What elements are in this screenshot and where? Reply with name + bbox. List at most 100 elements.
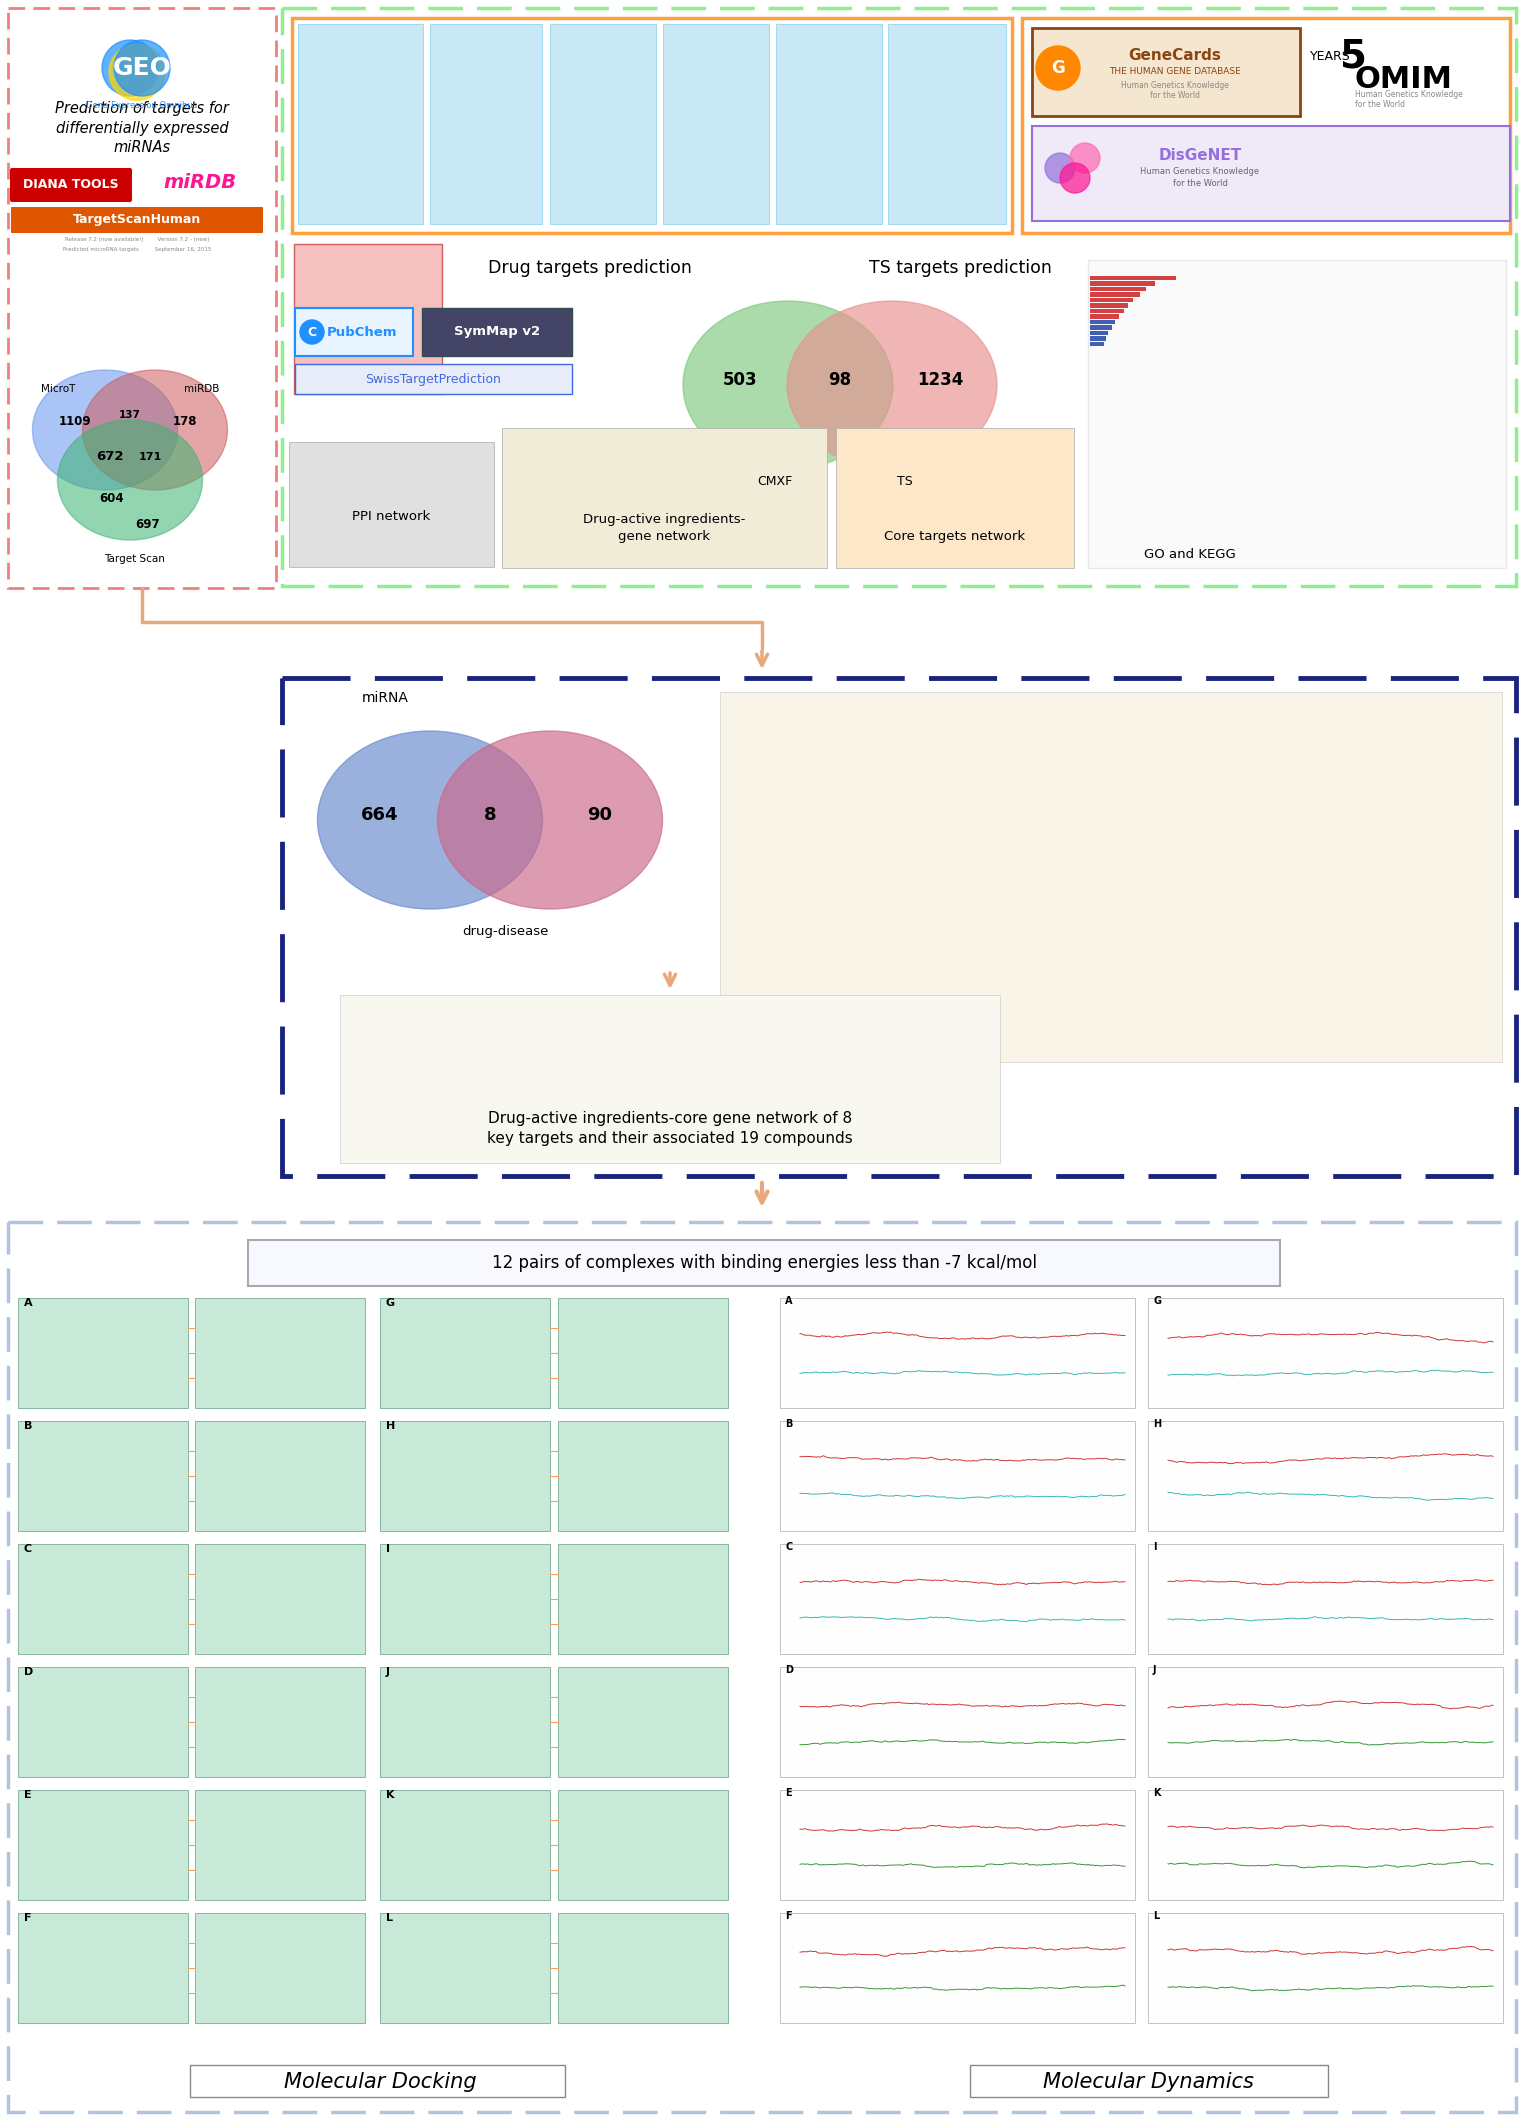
Text: 98: 98 <box>829 371 852 388</box>
Text: for the World: for the World <box>1172 180 1227 189</box>
Text: F: F <box>24 1914 32 1923</box>
Bar <box>1090 342 1105 346</box>
Text: I: I <box>386 1545 390 1553</box>
Text: 672: 672 <box>96 450 123 463</box>
Text: B: B <box>24 1422 32 1430</box>
Circle shape <box>1070 142 1100 174</box>
Bar <box>379 1668 550 1776</box>
Text: 8: 8 <box>483 806 497 823</box>
Bar <box>837 429 1074 569</box>
Bar <box>18 1914 187 2022</box>
Text: GeneCards: GeneCards <box>1129 47 1221 62</box>
Bar <box>18 1545 187 1653</box>
Bar <box>18 1791 187 1899</box>
Bar <box>282 8 1516 586</box>
Bar <box>379 1422 550 1530</box>
Text: GEO: GEO <box>113 55 171 81</box>
Bar <box>780 1422 1135 1530</box>
Bar <box>550 23 655 225</box>
Text: Prediction of targets for: Prediction of targets for <box>55 100 229 115</box>
Text: key targets and their associated 19 compounds: key targets and their associated 19 comp… <box>488 1131 853 1146</box>
Text: Core targets network: Core targets network <box>884 530 1026 543</box>
Text: K: K <box>1154 1789 1160 1797</box>
Text: Molecular Dynamics: Molecular Dynamics <box>1042 2071 1253 2092</box>
Bar <box>1148 1422 1503 1530</box>
Text: 697: 697 <box>136 518 160 530</box>
Text: A: A <box>24 1299 32 1307</box>
Bar <box>780 1791 1135 1899</box>
Text: PPI network: PPI network <box>352 509 430 522</box>
Text: K: K <box>386 1791 395 1799</box>
Bar <box>1090 303 1128 308</box>
Text: H: H <box>1154 1420 1161 1428</box>
Text: Gene Expression Omnibus: Gene Expression Omnibus <box>87 102 198 110</box>
Bar <box>1088 261 1506 569</box>
Text: Human Genetics Knowledge: Human Genetics Knowledge <box>1122 81 1228 89</box>
Bar <box>1090 320 1116 325</box>
Bar <box>1090 276 1175 280</box>
Bar <box>1032 125 1510 221</box>
Text: THE HUMAN GENE DATABASE: THE HUMAN GENE DATABASE <box>1109 68 1241 76</box>
Text: miRNA: miRNA <box>361 692 408 705</box>
Bar <box>296 308 413 356</box>
Ellipse shape <box>683 301 893 469</box>
Text: MicroT: MicroT <box>41 384 75 395</box>
Text: YEARS: YEARS <box>1311 51 1350 64</box>
Bar <box>780 1668 1135 1776</box>
Circle shape <box>300 320 325 344</box>
Bar <box>780 1914 1135 2022</box>
Bar <box>1090 335 1106 342</box>
Text: 171: 171 <box>139 452 162 463</box>
Text: differentially expressed: differentially expressed <box>56 121 229 136</box>
Circle shape <box>1036 47 1081 89</box>
Text: I: I <box>1154 1543 1157 1551</box>
Bar <box>558 1914 728 2022</box>
Bar <box>1090 297 1134 301</box>
Text: 90: 90 <box>587 806 613 823</box>
Bar <box>195 1668 366 1776</box>
Text: J: J <box>1154 1666 1157 1674</box>
Text: D: D <box>785 1666 792 1674</box>
Text: C: C <box>785 1543 792 1551</box>
Circle shape <box>114 40 171 95</box>
Text: Target Scan: Target Scan <box>105 554 166 564</box>
Text: Drug targets prediction: Drug targets prediction <box>488 259 692 278</box>
Bar <box>969 2065 1327 2097</box>
Bar <box>293 17 1012 233</box>
Ellipse shape <box>317 730 543 908</box>
Text: for the World: for the World <box>1151 91 1199 100</box>
Bar <box>1148 1668 1503 1776</box>
Text: L: L <box>1154 1912 1160 1920</box>
Bar <box>558 1545 728 1653</box>
Bar <box>1090 308 1125 314</box>
Circle shape <box>1061 163 1090 193</box>
Ellipse shape <box>437 730 663 908</box>
Bar <box>195 1914 366 2022</box>
Bar <box>282 679 1516 1176</box>
Text: DisGeNET: DisGeNET <box>1158 149 1242 163</box>
Bar <box>776 23 882 225</box>
Bar <box>190 2065 565 2097</box>
Text: TS targets prediction: TS targets prediction <box>869 259 1052 278</box>
Bar <box>1032 28 1300 117</box>
Bar <box>501 429 828 569</box>
Bar <box>340 995 1000 1163</box>
Bar <box>18 1422 187 1530</box>
Bar <box>1090 331 1108 335</box>
Text: CMXF: CMXF <box>757 475 792 488</box>
Bar <box>379 1545 550 1653</box>
Bar <box>888 23 1006 225</box>
Text: Drug-active ingredients-core gene network of 8: Drug-active ingredients-core gene networ… <box>488 1110 852 1125</box>
Text: G: G <box>386 1299 395 1307</box>
Text: Release 7.2 (now available!)        Version 7.2 - (new): Release 7.2 (now available!) Version 7.2… <box>66 238 209 242</box>
Bar <box>294 244 442 395</box>
Text: miRDB: miRDB <box>163 174 236 193</box>
FancyBboxPatch shape <box>11 168 133 202</box>
Bar <box>195 1791 366 1899</box>
Text: C: C <box>24 1545 32 1553</box>
Bar <box>663 23 770 225</box>
FancyBboxPatch shape <box>11 208 264 233</box>
Text: Predicted microRNA targets         September 16, 2015: Predicted microRNA targets September 16,… <box>62 248 212 253</box>
Ellipse shape <box>32 369 177 490</box>
Text: 604: 604 <box>99 492 125 505</box>
